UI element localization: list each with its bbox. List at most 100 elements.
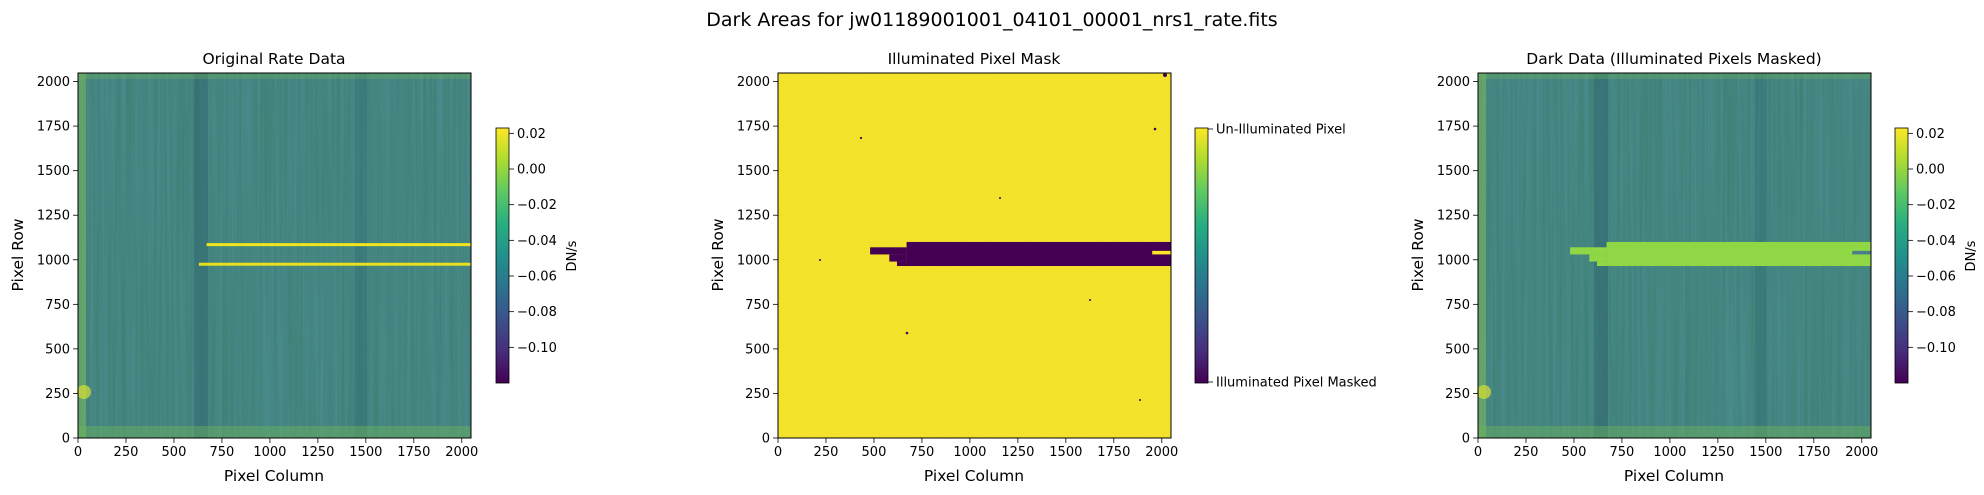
x-tick-label: 0 bbox=[1474, 445, 1482, 460]
x-tick-label: 1500 bbox=[349, 445, 382, 460]
x-tick-label: 750 bbox=[210, 445, 235, 460]
y-tick-label: 1750 bbox=[737, 120, 770, 135]
mask-block bbox=[889, 254, 907, 262]
mask-block bbox=[1596, 261, 1607, 267]
panel-illuminated-pixel-mask: Illuminated Pixel Mask 0 250 500 750 1000 125… bbox=[709, 50, 1377, 485]
mask-block bbox=[1570, 247, 1607, 255]
masked-notch bbox=[1852, 250, 1871, 255]
axes-frame-2 bbox=[777, 72, 1172, 439]
colorbar-tick-label: −0.06 bbox=[517, 270, 557, 285]
y-tick-label: 750 bbox=[1445, 298, 1470, 313]
y-tick-label: 1000 bbox=[37, 253, 70, 268]
colorbar-2: Un-Illuminated Pixel Illuminated Pixel M… bbox=[1194, 123, 1377, 391]
y-tick-label: 1000 bbox=[737, 253, 770, 268]
panel-2-title: Illuminated Pixel Mask bbox=[888, 50, 1061, 68]
x-tick-label: 2000 bbox=[1145, 445, 1178, 460]
x-tick-label: 2000 bbox=[445, 445, 478, 460]
x-axis-label-3: Pixel Column bbox=[1624, 467, 1724, 485]
x-tick-label: 1500 bbox=[1049, 445, 1082, 460]
y-axis-1: 0 250 500 750 1000 1250 1500 1750 2000 bbox=[37, 75, 78, 447]
y-tick-label: 2000 bbox=[1437, 75, 1470, 90]
x-tick-label: 250 bbox=[1514, 445, 1539, 460]
mask-block bbox=[1606, 241, 1871, 267]
y-tick-label: 0 bbox=[62, 432, 70, 447]
colorbar-tick-label: −0.08 bbox=[1916, 305, 1956, 320]
y-tick-label: 0 bbox=[1462, 432, 1470, 447]
colorbar-tick-label: 0.00 bbox=[517, 163, 546, 178]
y-tick-label: 2000 bbox=[37, 75, 70, 90]
y-axis-label-2: Pixel Row bbox=[709, 218, 727, 291]
mask-block bbox=[1589, 254, 1607, 262]
panel-dark-data-masked: Dark Data (Illuminated Pixels Masked) 0 2… bbox=[1409, 50, 1979, 485]
x-axis-label-2: Pixel Column bbox=[924, 467, 1024, 485]
y-tick-label: 1250 bbox=[737, 209, 770, 224]
colorbar-tick-label: −0.06 bbox=[1916, 270, 1956, 285]
y-tick-label: 250 bbox=[1445, 387, 1470, 402]
colorbar-tick-label: 0.00 bbox=[1916, 163, 1945, 178]
colorbar-tick-label: 0.02 bbox=[517, 127, 546, 142]
y-tick-label: 1000 bbox=[1437, 253, 1470, 268]
y-tick-label: 1750 bbox=[37, 120, 70, 135]
heatmap-image-1 bbox=[77, 73, 471, 438]
x-tick-label: 1000 bbox=[253, 445, 286, 460]
x-tick-label: 1250 bbox=[1001, 445, 1034, 460]
y-tick-label: 750 bbox=[745, 298, 770, 313]
masked-fill-region bbox=[1570, 241, 1871, 267]
y-axis-2: 0 250 500 750 1000 1250 1500 1750 2000 bbox=[737, 75, 778, 447]
x-tick-label: 0 bbox=[74, 445, 82, 460]
masked-region bbox=[870, 241, 1171, 267]
x-tick-label: 2000 bbox=[1845, 445, 1878, 460]
x-tick-label: 250 bbox=[814, 445, 839, 460]
y-tick-label: 0 bbox=[762, 432, 770, 447]
x-tick-label: 1750 bbox=[1097, 445, 1130, 460]
panel-3-title: Dark Data (Illuminated Pixels Masked) bbox=[1526, 50, 1821, 68]
colorbar-1: 0.02 0.00 −0.02 −0.04 −0.06 −0.08 −0.10 DN/s bbox=[495, 127, 580, 384]
colorbar-tick-label: −0.10 bbox=[517, 341, 557, 356]
x-tick-label: 750 bbox=[1610, 445, 1635, 460]
x-tick-label: 1250 bbox=[1701, 445, 1734, 460]
x-tick-label: 500 bbox=[162, 445, 187, 460]
mask-block bbox=[896, 261, 907, 267]
unmasked-notch bbox=[1152, 250, 1171, 255]
colorbar-tick-label: −0.04 bbox=[517, 234, 557, 249]
mask-image bbox=[778, 73, 1171, 438]
x-tick-label: 500 bbox=[1562, 445, 1587, 460]
y-axis-label-3: Pixel Row bbox=[1409, 218, 1427, 291]
y-tick-label: 1250 bbox=[1437, 209, 1470, 224]
bright-trace-lower bbox=[198, 262, 471, 266]
x-tick-label: 750 bbox=[910, 445, 935, 460]
x-axis-2: 0 250 500 750 1000 1250 1500 1750 2000 bbox=[774, 438, 1178, 460]
colorbar-tick-label: −0.02 bbox=[517, 198, 557, 213]
x-tick-label: 1250 bbox=[301, 445, 334, 460]
x-tick-label: 1500 bbox=[1749, 445, 1782, 460]
colorbar-tick-label: −0.04 bbox=[1916, 234, 1956, 249]
y-tick-label: 1500 bbox=[737, 164, 770, 179]
colorbar-tick-label: −0.02 bbox=[1916, 198, 1956, 213]
bright-trace-upper bbox=[206, 243, 471, 247]
y-tick-label: 500 bbox=[45, 342, 70, 357]
x-axis-label-1: Pixel Column bbox=[224, 467, 324, 485]
x-tick-label: 250 bbox=[114, 445, 139, 460]
y-tick-label: 1250 bbox=[37, 209, 70, 224]
colorbar-label-1: DN/s bbox=[565, 240, 580, 271]
y-tick-label: 1500 bbox=[1437, 164, 1470, 179]
colorbar-label-3: DN/s bbox=[1964, 240, 1979, 271]
colorbar-tick-label: 0.02 bbox=[1916, 127, 1945, 142]
figure-title: Dark Areas for jw01189001001_04101_00001… bbox=[706, 9, 1277, 31]
mask-block bbox=[906, 241, 1171, 267]
x-tick-label: 500 bbox=[862, 445, 887, 460]
colorbar-tick-label: −0.10 bbox=[1916, 341, 1956, 356]
y-tick-label: 750 bbox=[45, 298, 70, 313]
y-tick-label: 500 bbox=[745, 342, 770, 357]
x-tick-label: 1000 bbox=[953, 445, 986, 460]
axes-frame-3 bbox=[1477, 72, 1872, 439]
x-tick-label: 1750 bbox=[397, 445, 430, 460]
y-tick-label: 250 bbox=[745, 387, 770, 402]
y-tick-label: 250 bbox=[45, 387, 70, 402]
x-axis-3: 0 250 500 750 1000 1250 1500 1750 2000 bbox=[1474, 438, 1878, 460]
colorbar-tick-unilluminated: Un-Illuminated Pixel bbox=[1216, 123, 1346, 138]
axes-frame-1 bbox=[77, 72, 472, 439]
x-tick-label: 1000 bbox=[1653, 445, 1686, 460]
panel-1-title: Original Rate Data bbox=[202, 50, 345, 68]
